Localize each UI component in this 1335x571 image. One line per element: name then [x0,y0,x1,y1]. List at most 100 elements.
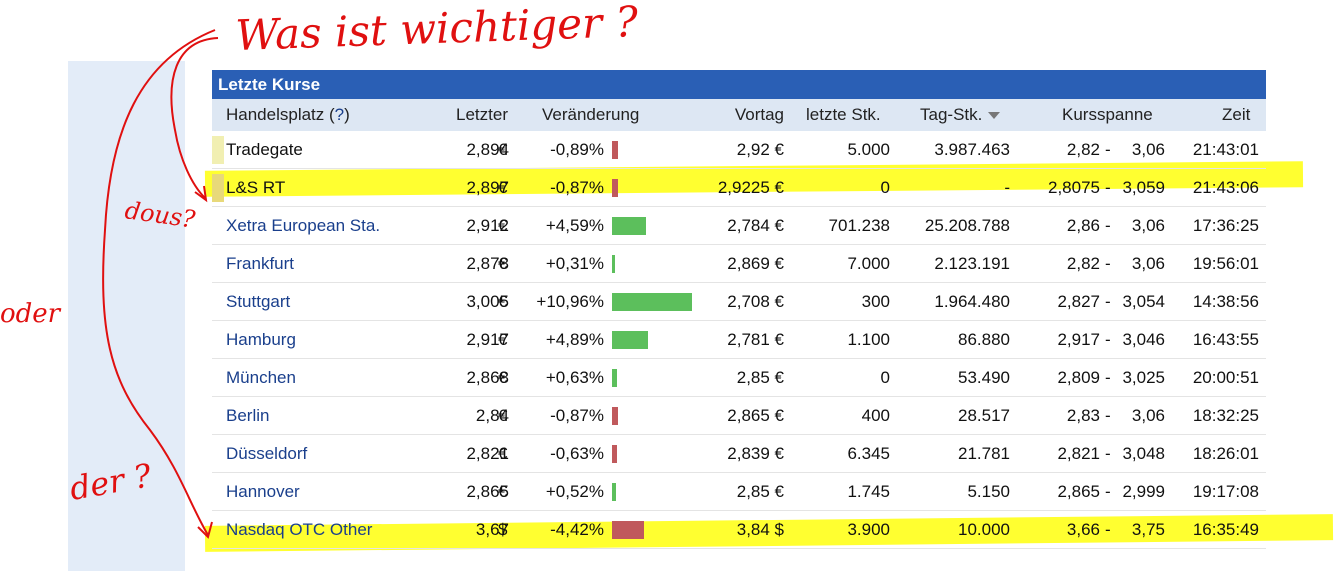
trade-time: 16:43:55 [1192,329,1259,349]
table-row[interactable]: München 2,868 € +0,63% 2,85 € 0 53.490 2,809 3,0… [212,359,1266,397]
change-percent: +10,96% [536,291,604,311]
range-separator: - [1105,443,1111,463]
range-low: 2,865 [1057,481,1100,501]
range-low: 2,827 [1057,291,1100,311]
table-row[interactable]: L&S RT 2,897 € -0,87% 2,9225 €0-2,8075 3,059 2… [212,169,1266,207]
change-percent: +0,31% [545,253,604,273]
previous-price: 3,84 $ [736,519,784,539]
currency: € [498,481,508,501]
range-high: 3,75 [1131,519,1165,539]
market-name[interactable]: Stuttgart [226,291,291,311]
last-price: 2,878 [466,253,509,273]
range-high: 3,054 [1122,291,1165,311]
change-bar [612,293,692,311]
row-marker [212,136,224,164]
table-row[interactable]: Düsseldorf 2,821 € -0,63% 2,839 €6.345 21.781… [212,435,1266,473]
table-row[interactable]: Hannover 2,865 € +0,52% 2,85 €1.745 5.150 2,86… [212,473,1266,511]
day-quantity: 86.880 [958,329,1010,349]
range-high: 3,046 [1122,329,1165,349]
help-link[interactable]: ? [334,105,345,124]
change-bar [612,331,648,349]
range-high: 2,999 [1122,481,1165,501]
range-high: 3,06 [1131,215,1165,235]
previous-price: 2,85 € [736,367,784,387]
day-quantity: 5.150 [967,481,1010,501]
trade-time: 18:26:01 [1192,443,1259,463]
table-row[interactable]: Xetra European Sta. 2,912 € +4,59% 2,784 € 70… [212,207,1266,245]
currency: € [498,139,508,159]
last-quantity: 400 [861,405,890,425]
previous-price: 2,708 € [727,291,784,311]
header-change[interactable]: Veränderung [542,105,640,124]
change-percent: -4,42% [550,519,604,539]
day-quantity: - [1004,177,1010,197]
currency: € [498,177,508,197]
previous-price: 2,9225 € [717,177,784,197]
day-quantity: 28.517 [958,405,1010,425]
market-name: L&S RT [226,177,286,197]
market-name[interactable]: Nasdaq OTC Other [226,519,373,539]
market-name[interactable]: Berlin [226,405,270,425]
market-name[interactable]: Düsseldorf [226,443,308,463]
table-row[interactable]: Nasdaq OTC Other 3,67 $ -4,42% 3,84 $ 3.900 10… [212,511,1266,549]
currency: € [498,405,508,425]
last-price: 2,897 [466,177,509,197]
day-quantity: 25.208.788 [924,215,1010,235]
header-last[interactable]: Letzter [456,105,508,124]
change-percent: +0,52% [545,481,604,501]
day-quantity: 21.781 [958,443,1010,463]
market-name: Tradegate [226,139,303,159]
change-percent: -0,87% [550,177,604,197]
range-separator: - [1105,329,1111,349]
table-header-row: Handelsplatz (?) Letzter Veränderung Vor… [212,99,1266,131]
range-low: 2,83 [1066,405,1100,425]
trade-time: 20:00:51 [1192,367,1259,387]
change-bar [612,179,618,197]
market-name[interactable]: München [226,367,296,387]
range-low: 2,82 [1066,253,1100,273]
range-separator: - [1105,139,1111,159]
change-bar [612,255,615,273]
previous-price: 2,92 € [736,139,784,159]
table-row[interactable]: Berlin 2,84 € -0,87% 2,865 € 400 28.517 2,83 3,0… [212,397,1266,435]
currency: € [498,329,508,349]
change-percent: +4,89% [545,329,604,349]
last-quantity: 3.900 [847,519,890,539]
table-row[interactable]: Tradegate 2,894 € -0,89% 2,92 € 5.000 3.987.46… [212,131,1266,169]
trade-time: 19:17:08 [1192,481,1259,501]
header-previous[interactable]: Vortag [734,105,784,124]
day-quantity: 2.123.191 [934,253,1010,273]
trade-time: 14:38:56 [1192,291,1259,311]
range-low: 3,66 [1066,519,1100,539]
table-row[interactable]: Frankfurt 2,878 € +0,31% 2,869 € 7.000 2.123.1… [212,245,1266,283]
change-percent: +0,63% [545,367,604,387]
last-quantity: 0 [880,367,890,387]
table-row[interactable]: Hamburg 2,917 € +4,89% 2,781 €1.100 86.880 2,9… [212,321,1266,359]
range-separator: - [1105,253,1111,273]
header-last-qty[interactable]: letzte Stk. [806,105,881,124]
range-high: 3,048 [1122,443,1165,463]
market-name[interactable]: Hannover [226,481,300,501]
last-quantity: 1.745 [847,481,890,501]
sort-down-icon [988,112,1001,120]
range-high: 3,06 [1131,405,1165,425]
day-quantity: 10.000 [958,519,1010,539]
range-separator: - [1105,291,1111,311]
range-separator: - [1105,215,1111,235]
previous-price: 2,869 € [727,253,784,273]
market-name[interactable]: Xetra European Sta. [226,215,381,235]
header-day-qty[interactable]: Tag-Stk. [920,105,1001,125]
table-row[interactable]: Stuttgart 3,005 € +10,96% 2,708 € 300 1.964.48… [212,283,1266,321]
header-range[interactable]: Kursspanne [1062,105,1153,124]
change-bar [612,217,646,235]
market-name[interactable]: Hamburg [226,329,296,349]
currency: € [498,443,508,463]
day-quantity: 3.987.463 [934,139,1010,159]
trade-time: 16:35:49 [1192,519,1259,539]
change-bar [612,369,617,387]
header-time[interactable]: Zeit [1222,105,1251,124]
currency: € [498,367,508,387]
annotation-oder: oder [0,299,62,329]
market-name[interactable]: Frankfurt [226,253,295,273]
trade-time: 19:56:01 [1192,253,1259,273]
